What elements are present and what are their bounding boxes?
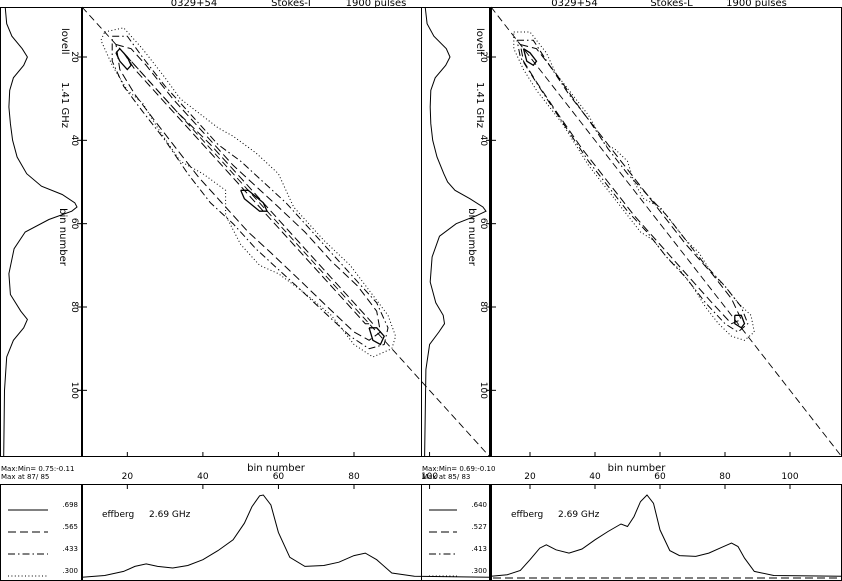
- p1-contour-dashed-3: [123, 52, 375, 325]
- p2-ylabel: bin number: [466, 208, 477, 267]
- p1-bottom-freq-label: 2.69 GHz: [149, 510, 191, 520]
- p1-ytick-label-20: 20: [69, 51, 79, 63]
- p2-left-telescope-label: lovell: [474, 28, 485, 55]
- p2-bottom-profile-frame: [491, 484, 842, 581]
- p2-maxat-text: Max at 85/ 83: [422, 473, 470, 481]
- p2-left-freq-label: 1.41 GHz: [474, 82, 485, 128]
- p2-xlabel: bin number: [608, 463, 667, 474]
- p1-title-stokes: Stokes-I: [271, 0, 311, 9]
- p1-bottom-profile-curve: [81, 494, 491, 578]
- p1-title-source: 0329+54: [171, 0, 218, 9]
- p1-xtick-label-60: 60: [273, 472, 285, 482]
- p1-legend-value-3: .300: [62, 567, 78, 575]
- p1-left-telescope-label: lovell: [59, 28, 70, 55]
- p1-contour-dashed-2: [115, 44, 381, 341]
- p2-contour-dashed-2: [519, 44, 742, 325]
- p1-title-pulses: 1900 pulses: [346, 0, 407, 9]
- p1-contour-solid-4: [115, 47, 132, 71]
- p2-bottom-telescope-label: effberg: [511, 510, 543, 520]
- p1-bottom-telescope-label: effberg: [102, 510, 134, 520]
- p2-xtick-label-80: 80: [719, 472, 731, 482]
- p2-legend-value-2: .413: [471, 545, 487, 553]
- p2-contour-dashdot-1: [516, 39, 749, 333]
- p1-xtick-label-40: 40: [197, 472, 209, 482]
- p2-diagonal-line: [490, 6, 842, 458]
- p2-title-stokes: Stokes-L: [650, 0, 693, 9]
- p1-legend-value-0: .698: [62, 501, 78, 509]
- p1-maxat-text: Max at 87/ 85: [1, 473, 49, 481]
- p1-contour-dashdot-1: [111, 35, 389, 350]
- p1-left-freq-label: 1.41 GHz: [59, 82, 70, 128]
- p1-legend-value-1: .565: [62, 523, 78, 531]
- p2-contour-solid-3: [522, 48, 538, 67]
- p2-xtick-label-20: 20: [524, 472, 536, 482]
- p2-xtick-label-40: 40: [589, 472, 601, 482]
- p1-contour-dotted-0: [100, 27, 397, 358]
- p1-ytick-label-40: 40: [69, 135, 79, 147]
- p1-bottom-profile-frame: [82, 484, 490, 581]
- p1-contour-solid-6: [368, 327, 385, 346]
- p2-left-profile-curve: [424, 6, 487, 458]
- p1-ytick-label-100: 100: [69, 382, 79, 399]
- p1-ytick-label-60: 60: [69, 218, 79, 230]
- p2-left-profile-frame: [421, 7, 491, 457]
- p1-contour-solid-5: [240, 189, 269, 212]
- p1-xtick-label-20: 20: [122, 472, 134, 482]
- p2-contour-solid-4: [734, 314, 746, 329]
- p2-ytick-label-100: 100: [478, 382, 488, 399]
- p2-ytick-label-20: 20: [478, 51, 488, 63]
- p2-maxmin-text: Max:Min= 0.69:-0.10: [422, 465, 495, 473]
- p1-ytick-label-80: 80: [69, 301, 79, 313]
- p2-bottom-freq-label: 2.69 GHz: [558, 510, 600, 520]
- p2-legend-value-3: .300: [471, 567, 487, 575]
- p2-xtick-label-100: 100: [781, 472, 798, 482]
- p1-ylabel: bin number: [57, 208, 68, 267]
- p1-maxmin-text: Max:Min= 0.75:-0.11: [1, 465, 74, 473]
- p2-title-source: 0329+54: [551, 0, 598, 9]
- p1-xlabel: bin number: [247, 463, 306, 474]
- p2-xtick-label-60: 60: [654, 472, 666, 482]
- p2-ytick-label-40: 40: [478, 135, 488, 147]
- p1-legend-value-2: .433: [62, 545, 78, 553]
- p2-ytick-label-80: 80: [478, 301, 488, 313]
- p2-ytick-label-60: 60: [478, 218, 488, 230]
- p1-contour-frame: [82, 7, 490, 457]
- p1-left-profile-frame: [0, 7, 82, 457]
- p1-xtick-label-80: 80: [348, 472, 360, 482]
- p2-bottom-profile-curve: [490, 494, 842, 577]
- p2-legend-value-1: .527: [471, 523, 487, 531]
- p1-left-profile-curve: [3, 6, 78, 458]
- p2-title-pulses: 1900 pulses: [726, 0, 787, 9]
- p2-contour-dotted-0: [513, 31, 755, 341]
- p2-legend-value-0: .640: [471, 501, 487, 509]
- p1-xtick-label-100: 100: [421, 472, 438, 482]
